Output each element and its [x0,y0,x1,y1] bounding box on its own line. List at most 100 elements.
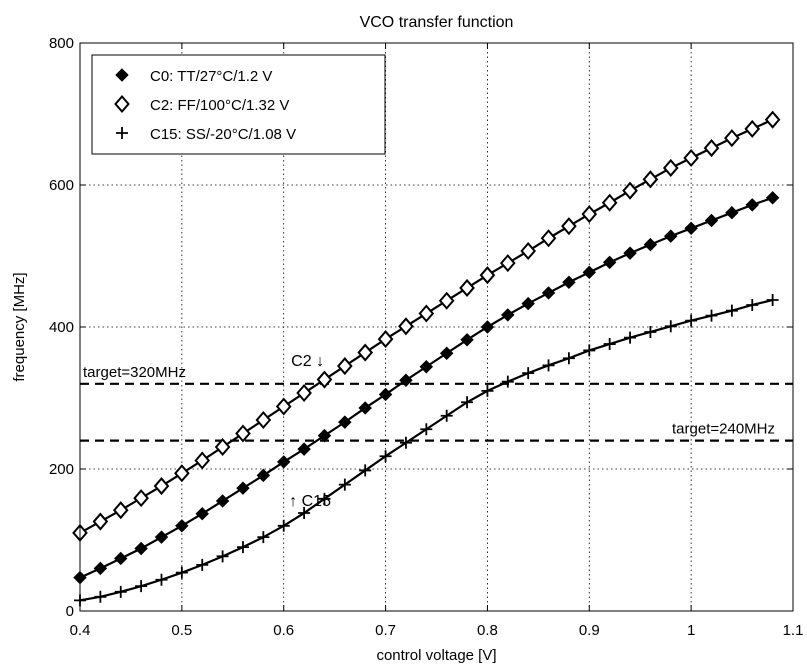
y-tick-label: 200 [49,461,74,478]
x-tick-label: 0.9 [579,622,600,639]
data-point [581,205,598,224]
x-tick-label: 0.6 [273,622,294,639]
data-point [642,170,659,189]
data-point [461,396,474,409]
series-2 [74,294,779,607]
data-point [746,298,759,311]
data-point [705,309,718,322]
data-point [235,424,251,443]
data-point [540,229,557,248]
x-tick-label: 0.4 [70,622,91,639]
data-point [622,181,638,200]
x-axis-label: control voltage [V] [376,647,496,664]
data-point [133,489,149,508]
data-point [116,127,128,139]
data-point [277,519,290,532]
data-point [318,492,331,505]
data-point [479,266,496,285]
data-point [766,294,779,307]
data-point [114,585,127,598]
data-point [522,367,535,380]
data-point [377,330,394,349]
data-point [379,450,392,463]
data-point [399,436,412,449]
x-tick-label: 0.8 [477,622,498,639]
data-point [501,375,514,388]
data-point [236,541,249,554]
data-point [174,464,190,483]
data-point [601,193,618,212]
data-point [359,464,372,477]
data-point [420,423,433,436]
chart-title: VCO transfer function [360,14,514,31]
target-line-label: target=240MHz [672,421,775,438]
data-point [196,558,209,571]
tick-layer: 0.4 0.5 0.6 0.7 0.8 0.9 1 1.1 0 200 400 600 800 [49,35,803,639]
legend-entry: C2: FF/100°C/1.32 V [114,94,289,114]
data-point [664,320,677,333]
y-tick-label: 600 [49,177,74,194]
data-point [275,397,292,416]
data-point [316,370,333,389]
data-point [216,550,229,563]
data-point [338,478,351,491]
data-point [153,477,170,496]
data-point [764,110,781,129]
y-tick-label: 800 [49,35,74,52]
x-tick-label: 1 [687,622,695,639]
data-point [114,94,130,114]
data-point [438,291,455,310]
y-tick-label: 400 [49,319,74,336]
data-point [296,384,312,403]
legend: C0: TT/27°C/1.2 V C2: FF/100°C/1.32 V C15:… [91,54,386,155]
data-point [561,217,577,236]
data-point [440,409,453,422]
legend-entry: C15: SS/-20°C/1.08 V [116,126,296,143]
y-axis-label: frequency [MHz] [11,272,28,381]
data-point [583,344,596,357]
annotations: C2 ↓ ↑ C15 [289,353,331,510]
data-point [481,384,494,397]
legend-entry: C0: TT/27°C/1.2 V [115,68,272,85]
y-tick-label: 0 [66,603,74,620]
legend-label: C0: TT/27°C/1.2 V [150,68,272,85]
series-0 [73,191,780,585]
data-point [685,314,698,327]
data-point [155,573,168,586]
data-point [724,129,740,148]
data-point [683,148,699,168]
data-point [298,507,311,520]
data-point [703,139,720,158]
data-point [135,580,148,593]
data-point [644,325,657,338]
series-1 [72,110,781,542]
x-tick-label: 0.7 [375,622,396,639]
data-point [214,437,231,457]
data-point [398,317,414,336]
data-point [662,158,679,177]
data-point [112,501,129,520]
data-point [257,531,270,544]
data-point [357,343,374,362]
series-layer [72,110,781,607]
x-tick-label: 0.5 [171,622,192,639]
data-point [92,512,109,531]
data-point [337,357,353,376]
legend-label: C2: FF/100°C/1.32 V [150,97,289,114]
series-annotation: C2 ↓ [291,353,324,370]
reference-lines: target=320MHz target=240MHz [80,364,793,442]
data-point [562,352,575,365]
data-point [94,590,107,603]
data-point [624,331,637,344]
data-point [520,242,536,261]
x-tick-label: 1.1 [783,622,804,639]
legend-label: C15: SS/-20°C/1.08 V [150,126,296,143]
data-point [194,451,211,470]
target-line-label: target=320MHz [83,364,186,381]
data-point [744,119,761,138]
data-point [175,566,188,579]
legend-box [91,54,386,155]
data-point [542,359,555,372]
